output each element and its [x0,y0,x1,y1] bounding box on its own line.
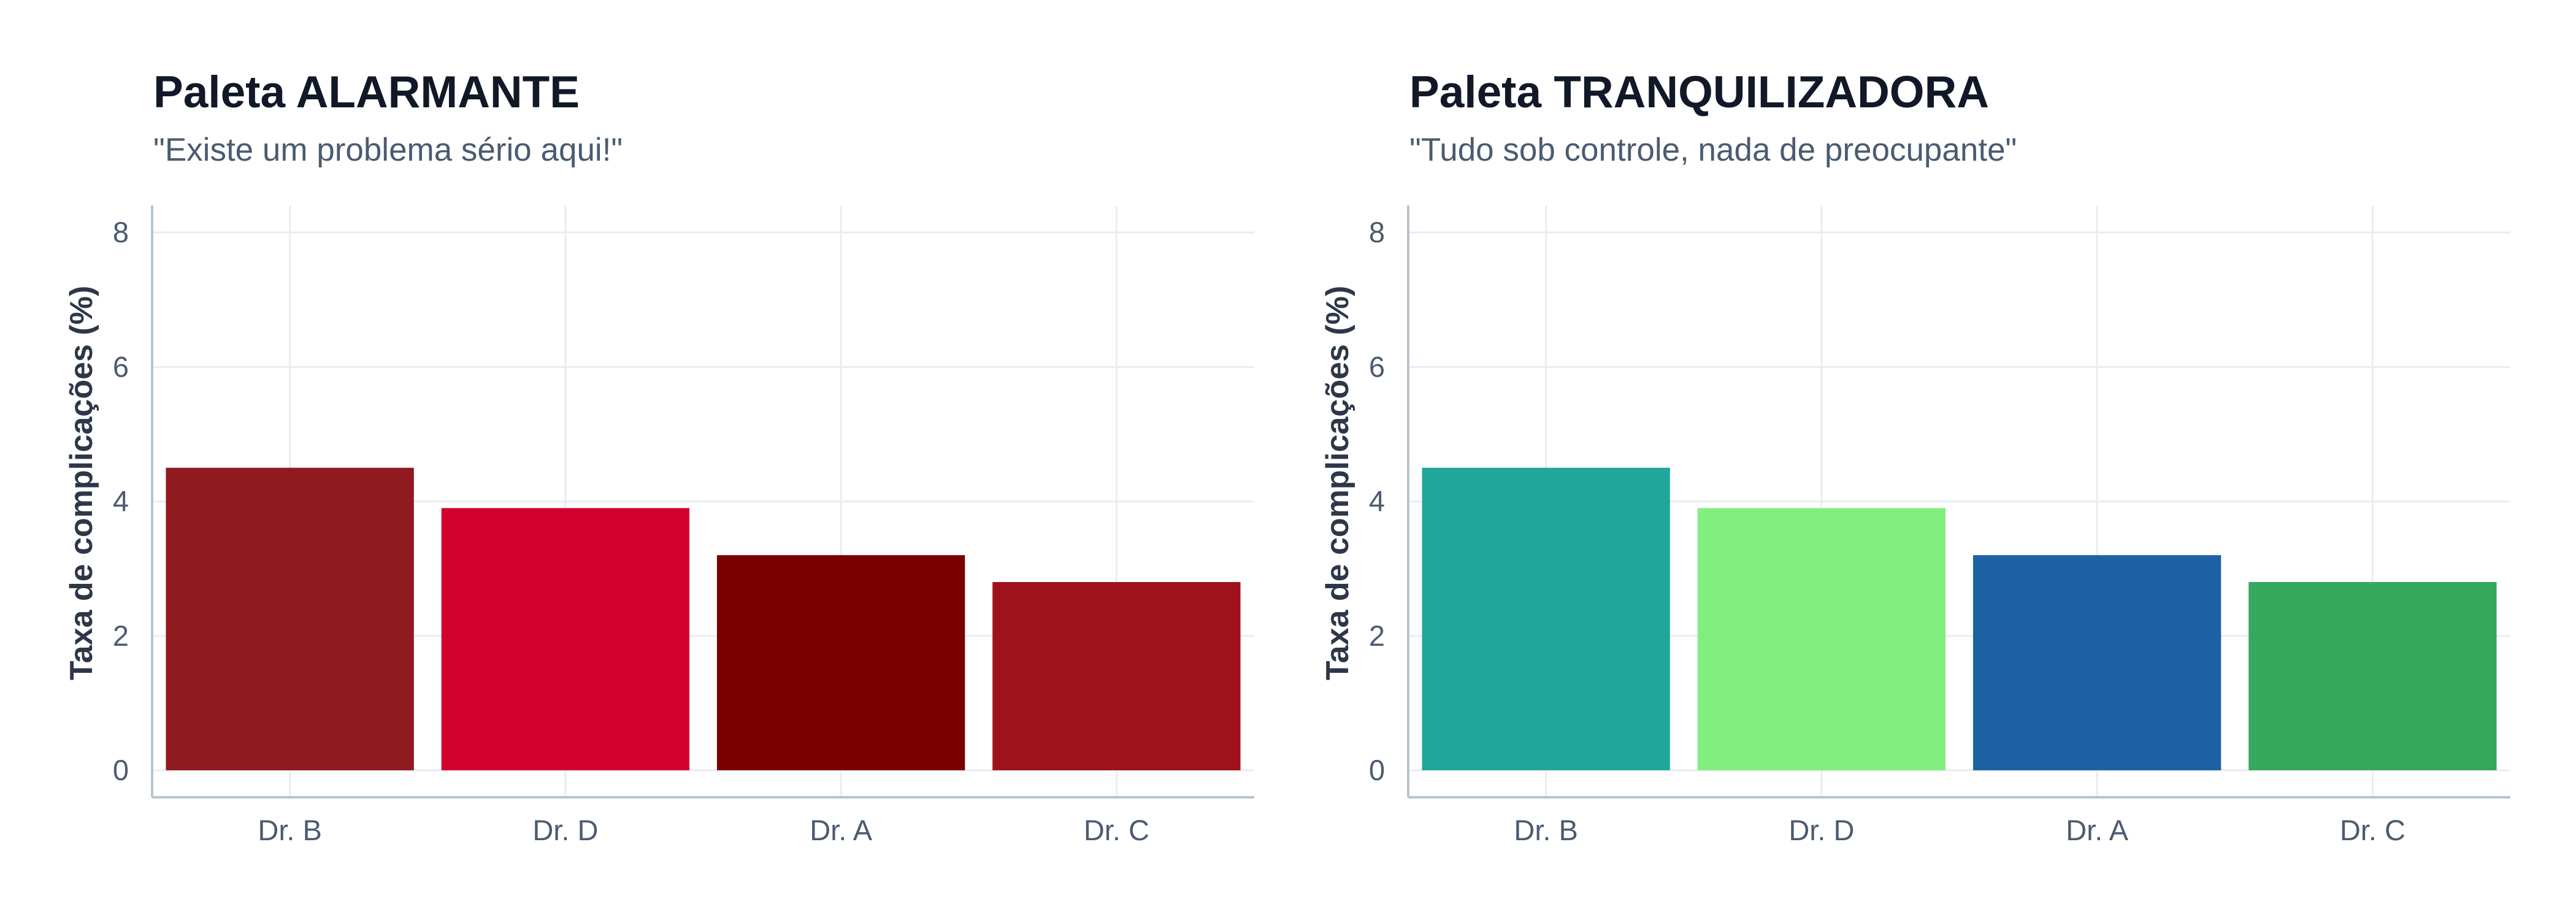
x-tick-label: Dr. B [1514,814,1577,846]
bar-dr-b [1422,467,1670,770]
x-tick-label: Dr. A [810,814,873,846]
y-tick-label: 4 [1369,485,1385,518]
y-tick-label: 6 [113,350,129,383]
x-tick-label: Dr. C [2340,814,2405,846]
chart-subtitle: "Tudo sob controle, nada de preocupante" [1409,132,2017,168]
chart-title: Paleta ALARMANTE [153,67,580,117]
bar-dr-d [1697,508,1946,770]
bar-dr-d [441,508,690,770]
x-tick-label: Dr. D [1788,814,1854,846]
x-tick-label: Dr. C [1084,814,1149,846]
y-tick-label: 2 [1369,619,1385,652]
y-tick-label: 6 [1369,350,1385,383]
y-axis-title: Taxa de complicações (%) [64,286,99,681]
y-tick-label: 8 [113,216,129,248]
chart-subtitle: "Existe um problema sério aqui!" [153,132,623,168]
y-axis-title: Taxa de complicações (%) [1320,286,1355,681]
chart-panel-tranquilizadora: Paleta TRANQUILIZADORA "Tudo sob control… [1320,67,2510,846]
x-tick-label: Dr. D [532,814,598,846]
plot-area: 0 2 4 6 8 Dr. B Dr. D Dr. A Dr. C Taxa de complic… [1320,205,2510,846]
bar-dr-c [2248,582,2497,770]
bar-dr-b [166,467,414,770]
bar-dr-a [716,555,965,770]
y-tick-label: 4 [113,485,129,518]
y-tick-label: 0 [1369,754,1385,786]
chart-title: Paleta TRANQUILIZADORA [1409,67,1989,117]
x-tick-label: Dr. A [2066,814,2129,846]
chart-panel-alarmante: Paleta ALARMANTE "Existe um problema sér… [64,67,1254,846]
plot-area: 0 2 4 6 8 Dr. B Dr. D Dr. A Dr. C Taxa de complic… [64,205,1254,846]
y-tick-label: 0 [113,754,129,786]
y-tick-label: 8 [1369,216,1385,248]
y-tick-label: 2 [113,619,129,652]
bar-dr-c [992,582,1241,770]
bar-dr-a [1972,555,2221,770]
x-tick-label: Dr. B [258,814,321,846]
